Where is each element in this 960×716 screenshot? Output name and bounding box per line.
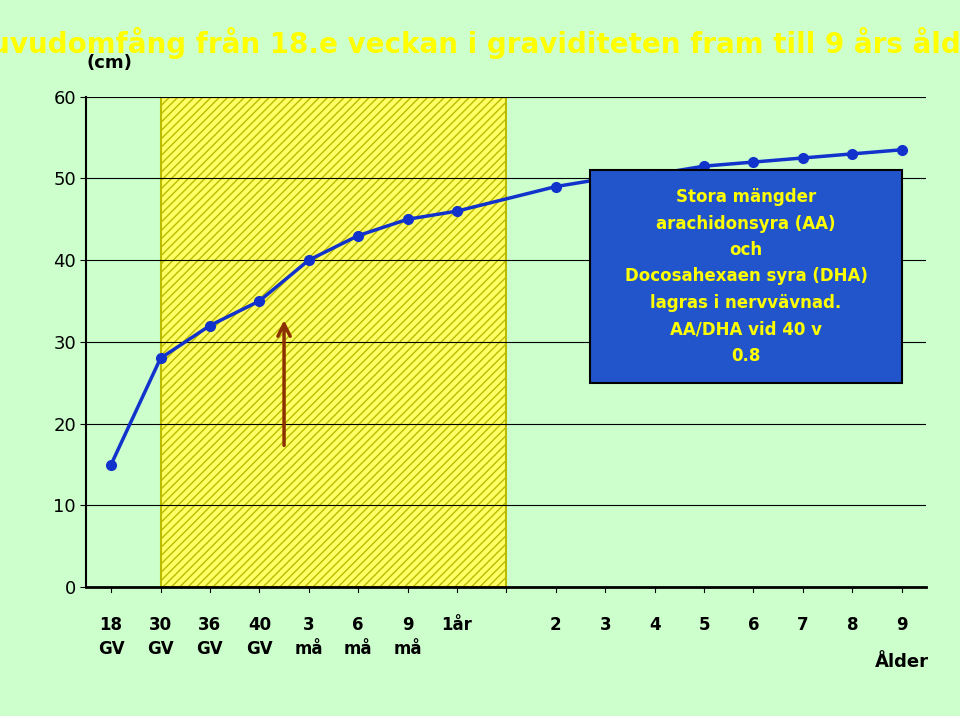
Bar	[160, 97, 507, 587]
Text: Huvudomfång från 18.e veckan i graviditeten fram till 9 års ålder: Huvudomfång från 18.e veckan i gravidite…	[0, 27, 960, 59]
FancyBboxPatch shape	[590, 170, 901, 383]
Text: 6: 6	[748, 616, 759, 634]
Text: 18: 18	[100, 616, 123, 634]
Text: 9: 9	[896, 616, 907, 634]
Text: 7: 7	[797, 616, 808, 634]
Text: GV: GV	[98, 640, 125, 658]
Text: 30: 30	[149, 616, 172, 634]
Text: 2: 2	[550, 616, 562, 634]
Text: 4: 4	[649, 616, 660, 634]
Text: Ålder: Ålder	[875, 652, 928, 670]
Text: GV: GV	[246, 640, 273, 658]
Text: 9: 9	[402, 616, 414, 634]
Text: 8: 8	[847, 616, 858, 634]
Text: 36: 36	[199, 616, 222, 634]
Text: 5: 5	[698, 616, 709, 634]
Text: må: må	[344, 640, 372, 658]
Text: må: må	[295, 640, 323, 658]
Text: 40: 40	[248, 616, 271, 634]
Text: 3: 3	[599, 616, 611, 634]
Text: må: må	[394, 640, 421, 658]
Text: GV: GV	[147, 640, 174, 658]
Text: GV: GV	[197, 640, 224, 658]
Text: 6: 6	[352, 616, 364, 634]
Text: (cm): (cm)	[86, 54, 132, 72]
Text: 3: 3	[303, 616, 315, 634]
Text: 1år: 1år	[442, 616, 472, 634]
Text: Stora mängder
arachidonsyra (AA)
och
Docosahexaen syra (DHA)
lagras i nervvävnad: Stora mängder arachidonsyra (AA) och Doc…	[625, 188, 868, 364]
